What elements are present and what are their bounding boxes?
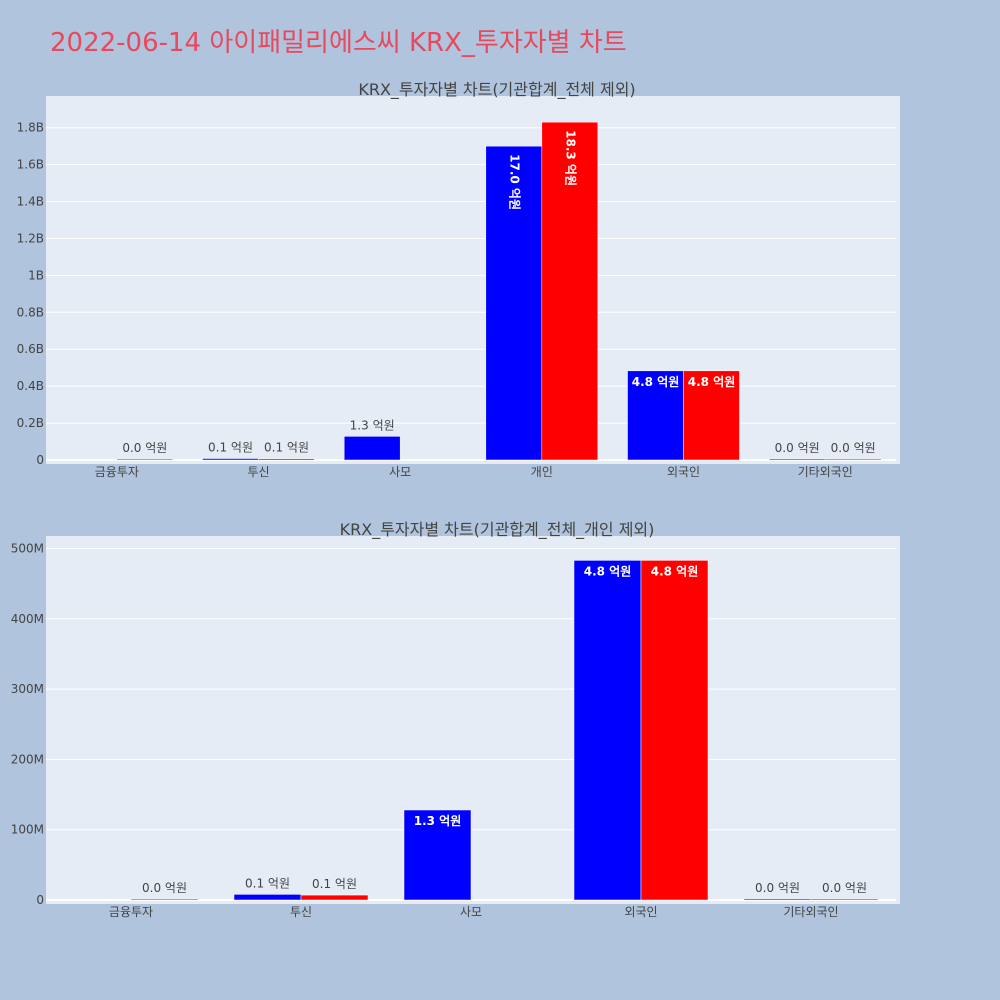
y-tick-label: 400M [11, 612, 44, 626]
y-tick-label: 0 [36, 453, 44, 467]
bar [541, 121, 599, 461]
bar [343, 436, 401, 461]
bar [116, 458, 174, 461]
x-tick-label: 투신 [247, 465, 269, 479]
data-label: 1.3 억원 [414, 814, 462, 828]
data-label: 0.1 억원 [312, 877, 357, 891]
data-label: 0.1 억원 [264, 441, 309, 455]
data-label: 4.8 억원 [651, 564, 699, 578]
y-tick-label: 1.8B [17, 121, 44, 135]
data-label: 0.0 억원 [831, 441, 876, 455]
data-label: 0.0 억원 [822, 881, 867, 895]
y-tick-label: 0.4B [17, 379, 44, 393]
y-tick-label: 1B [28, 268, 44, 282]
y-tick-label: 500M [11, 541, 44, 555]
y-tick-label: 300M [11, 682, 44, 696]
bar [824, 458, 882, 461]
data-label: 4.8 억원 [632, 375, 680, 389]
bar [258, 458, 315, 461]
x-tick-label: 외국인 [624, 905, 657, 919]
data-label: 18.3 억원 [563, 130, 577, 186]
data-label: 0.1 억원 [208, 441, 253, 455]
y-tick-label: 1.2B [17, 231, 44, 245]
chart-title: KRX_투자자별 차트(기관합계_전체_개인 제외) [340, 520, 655, 540]
plot-background [46, 536, 900, 904]
x-tick-label: 사모 [460, 905, 482, 919]
plot-background [46, 96, 900, 464]
bar [627, 370, 684, 461]
data-label: 0.0 억원 [755, 881, 800, 895]
page-title: 2022-06-14 아이패밀리에스씨 KRX_투자자별 차트 [50, 28, 627, 58]
bar [485, 145, 543, 461]
bar [573, 560, 642, 901]
bar [233, 894, 302, 901]
x-tick-label: 개인 [531, 465, 553, 479]
x-tick-label: 투신 [290, 905, 312, 919]
data-label: 4.8 억원 [584, 564, 632, 578]
bar [130, 898, 199, 901]
y-tick-label: 1.6B [17, 158, 44, 172]
bar [300, 894, 369, 901]
y-tick-label: 0.6B [17, 342, 44, 356]
y-tick-label: 100M [11, 823, 44, 837]
data-label: 0.0 억원 [775, 441, 820, 455]
y-tick-label: 0 [36, 893, 44, 907]
data-label: 0.0 억원 [122, 441, 167, 455]
y-tick-label: 0.8B [17, 305, 44, 319]
bar [640, 560, 709, 901]
x-tick-label: 외국인 [667, 465, 700, 479]
x-tick-label: 기타외국인 [798, 465, 853, 479]
data-label: 17.0 억원 [507, 154, 521, 210]
bar [403, 809, 472, 901]
data-label: 0.0 억원 [142, 881, 187, 895]
bar [768, 458, 826, 461]
x-tick-label: 금융투자 [95, 465, 139, 479]
bar [683, 370, 740, 461]
y-tick-label: 0.2B [17, 416, 44, 430]
bar [202, 458, 259, 461]
chart-title: KRX_투자자별 차트(기관합계_전체 제외) [358, 80, 635, 100]
x-tick-label: 사모 [389, 465, 411, 479]
x-tick-label: 기타외국인 [783, 905, 838, 919]
bar [743, 898, 812, 901]
data-label: 0.1 억원 [245, 876, 290, 890]
x-tick-label: 금융투자 [109, 905, 153, 919]
y-tick-label: 200M [11, 752, 44, 766]
data-label: 4.8 억원 [688, 375, 736, 389]
y-tick-label: 1.4B [17, 195, 44, 209]
data-label: 1.3 억원 [350, 418, 395, 432]
bar [810, 898, 879, 901]
